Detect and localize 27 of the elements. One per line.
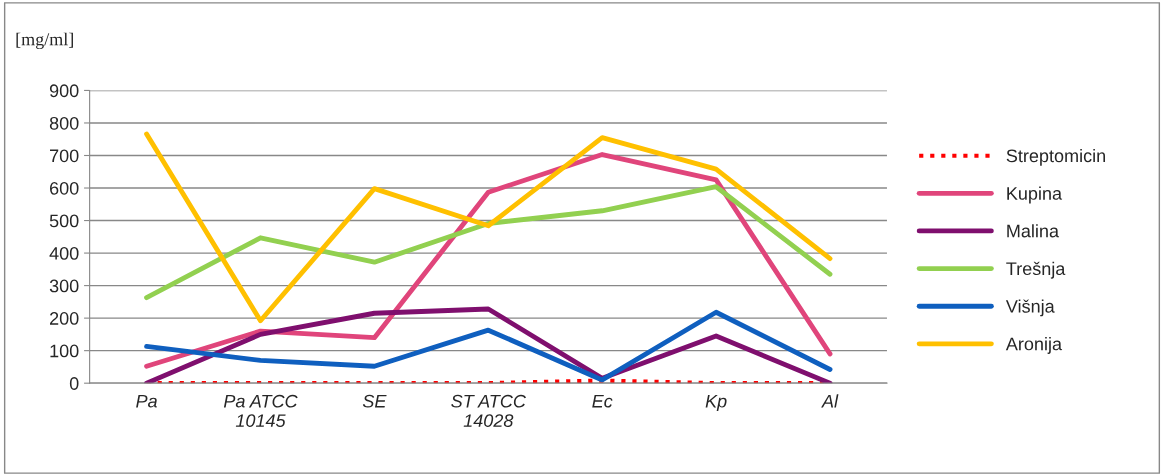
- x-tick-label: Pa ATCC 10145: [223, 394, 298, 427]
- x-tick-label: Kp: [705, 394, 727, 412]
- legend-label: Trešnja: [1006, 261, 1066, 279]
- y-tick-label: 800: [49, 116, 79, 130]
- y-tick-label: 600: [50, 181, 79, 195]
- legend-label: Malina: [1007, 224, 1060, 238]
- x-tick-label: Ec: [592, 394, 613, 408]
- x-tick-label: ST ATCC 14028: [451, 394, 527, 427]
- legend-label: Aronija: [1005, 337, 1063, 354]
- y-tick-label: 300: [49, 279, 79, 293]
- x-tick-label: Pa: [136, 394, 158, 408]
- y-tick-label: 0: [69, 377, 79, 390]
- x-tick-label: SE: [362, 394, 387, 408]
- y-axis-title: [mg/ml]: [16, 32, 73, 50]
- y-tick-label: 100: [50, 344, 79, 358]
- y-tick-label: 900: [49, 84, 79, 98]
- legend-label: Višnja: [1005, 299, 1055, 317]
- line-series: [144, 152, 833, 369]
- line-series: [144, 184, 833, 301]
- y-tick-label: 700: [50, 149, 79, 163]
- legend-label: Kupina: [1007, 186, 1063, 204]
- line-series: [144, 131, 833, 324]
- legend-label: Streptomicin: [1006, 148, 1106, 166]
- y-tick-label: 200: [50, 312, 79, 325]
- y-tick-label: 500: [49, 214, 79, 228]
- x-tick-label: Al: [821, 394, 839, 408]
- y-tick-label: 400: [49, 247, 79, 260]
